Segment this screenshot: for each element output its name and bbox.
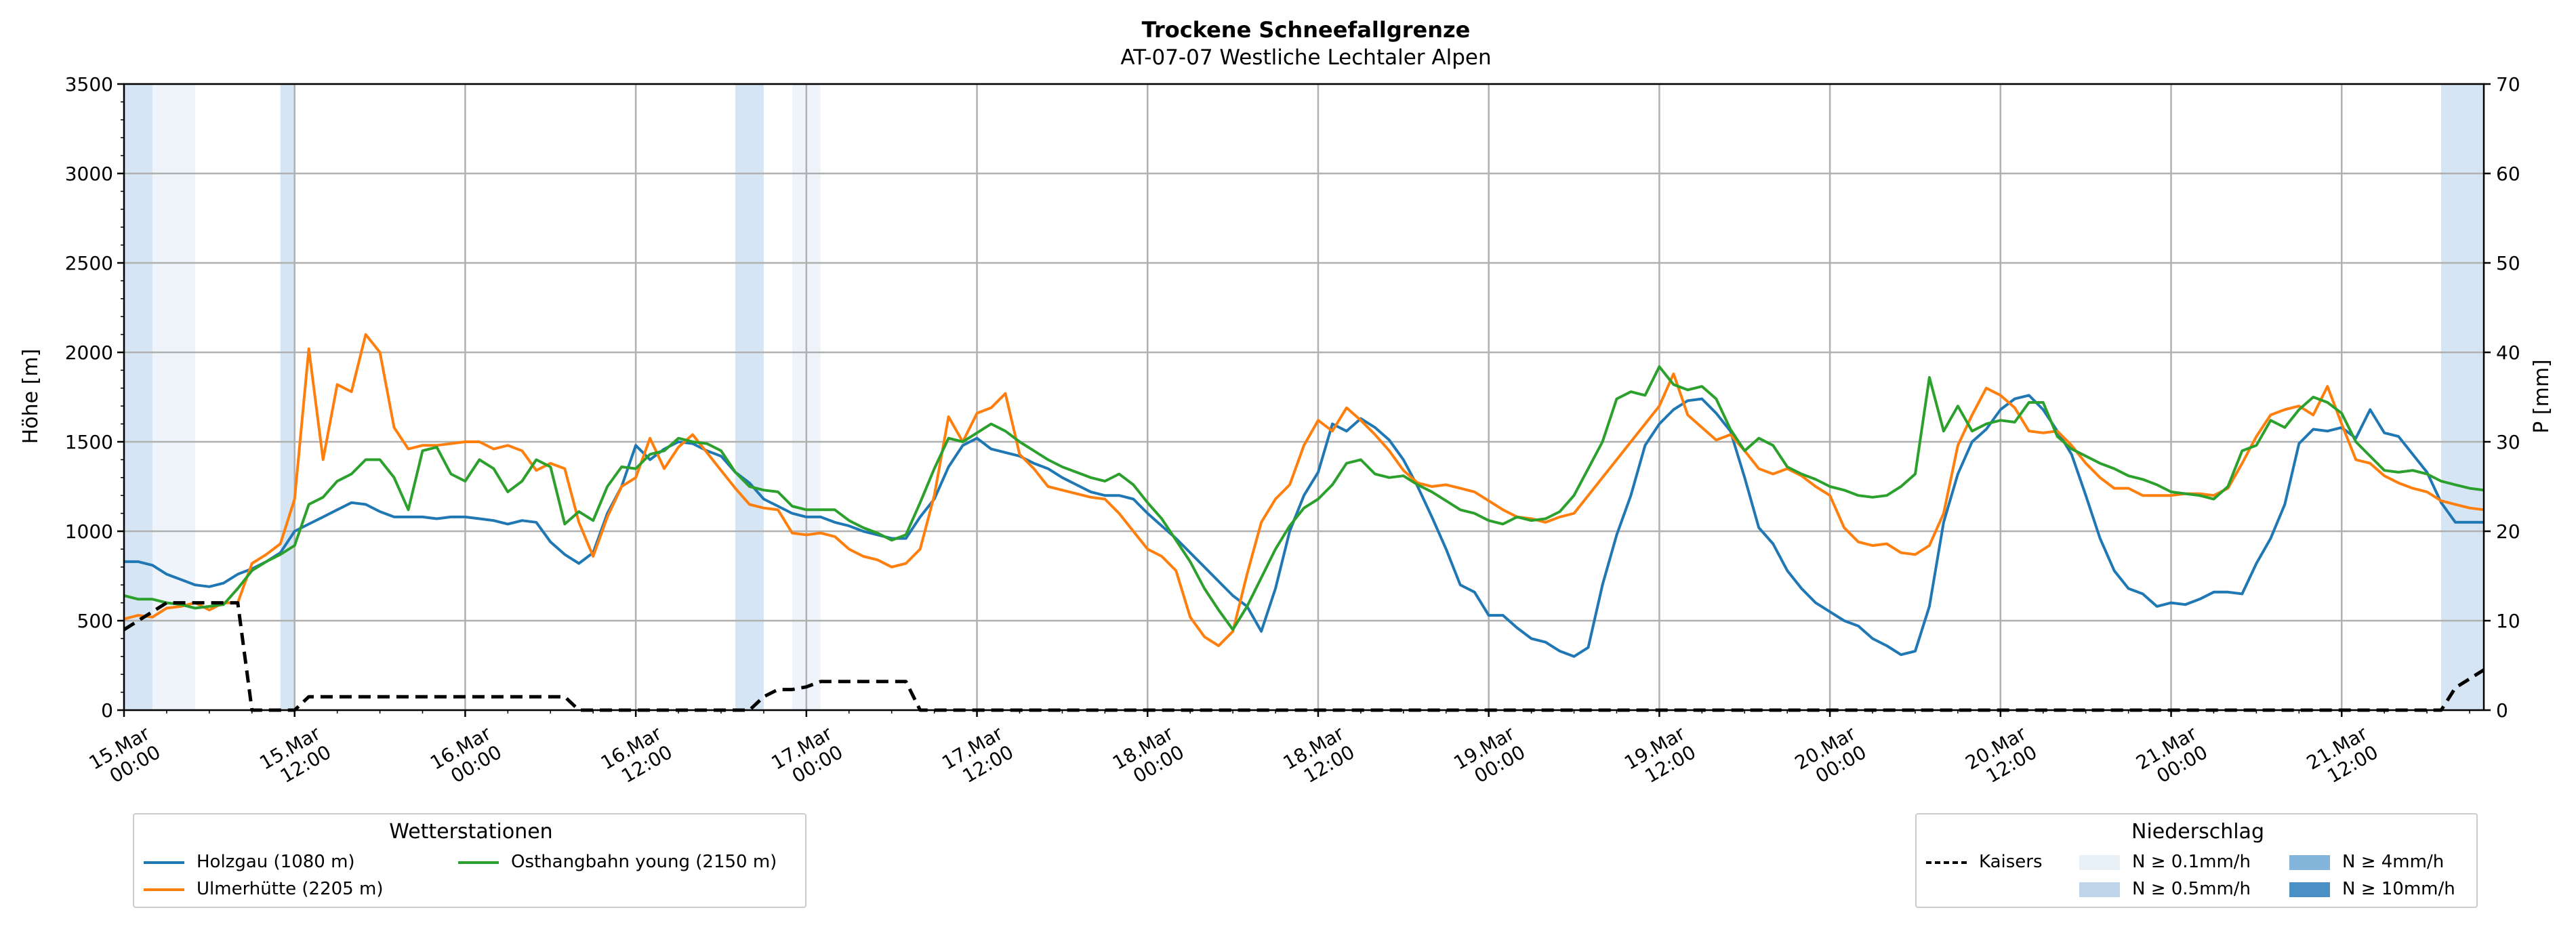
- series-line-1: [123, 333, 2485, 647]
- legend-label-n10: N ≥ 10mm/h: [2342, 879, 2455, 899]
- precip-band: [280, 84, 295, 710]
- legend-swatch-osthangbahn: [458, 861, 499, 864]
- legend-entry-n10: N ≥ 10mm/h: [2289, 879, 2455, 899]
- chart-title: Trockene Schneefallgrenze: [1142, 17, 1471, 43]
- y2-tick-label: 50: [2496, 252, 2520, 274]
- precip-legend-title: Niederschlag: [2131, 820, 2264, 844]
- plot-frame: [123, 83, 2485, 711]
- legend-entry-n4: N ≥ 4mm/h: [2289, 852, 2444, 872]
- legend-swatch-ulmerhuette: [144, 888, 184, 891]
- y-tick-label: 0: [101, 699, 113, 722]
- y-axis-label: Höhe [m]: [19, 349, 43, 445]
- y-tick-label: 2000: [65, 342, 113, 364]
- legend-label-kaisers: Kaisers: [1979, 852, 2043, 872]
- y2-tick-label: 40: [2496, 342, 2520, 364]
- legend-entry-n01: N ≥ 0.1mm/h: [2079, 852, 2251, 872]
- legend-swatch-n4: [2289, 854, 2330, 870]
- precip-legend: Niederschlag Kaisers N ≥ 0.1mm/h N ≥ 0.5…: [1915, 813, 2478, 908]
- legend-label-n4: N ≥ 4mm/h: [2342, 852, 2445, 872]
- y-tick-label: 3500: [65, 73, 113, 96]
- y-tick-label: 500: [77, 610, 113, 632]
- y2-tick-label: 20: [2496, 520, 2520, 543]
- precip-bands: [124, 84, 2484, 710]
- grid: [123, 83, 2484, 711]
- y2-axis-label: P [mm]: [2530, 359, 2554, 433]
- y2-tick-label: 60: [2496, 163, 2520, 185]
- y-tick-label: 3000: [65, 163, 113, 185]
- chart-subtitle: AT-07-07 Westliche Lechtaler Alpen: [1120, 45, 1491, 70]
- legend-swatch-n01: [2079, 854, 2120, 870]
- legend-entry-n05: N ≥ 0.5mm/h: [2079, 879, 2251, 899]
- y-tick-label: 2500: [65, 252, 113, 274]
- legend-entry-ulmerhuette: Ulmerhütte (2205 m): [144, 879, 383, 899]
- y-tick-label: 1500: [65, 431, 113, 453]
- legend-swatch-holzgau: [144, 861, 184, 864]
- legend-label-n01: N ≥ 0.1mm/h: [2132, 852, 2251, 872]
- y2-tick-label: 10: [2496, 610, 2520, 632]
- series-line-2: [123, 365, 2485, 632]
- stations-legend-title: Wetterstationen: [389, 820, 553, 844]
- stations-legend: Wetterstationen Holzgau (1080 m) Ulmerhü…: [133, 813, 806, 908]
- y2-tick-label: 70: [2496, 73, 2520, 96]
- series-line-0: [124, 394, 2484, 658]
- legend-swatch-n05: [2079, 882, 2120, 897]
- precip-band: [152, 84, 195, 710]
- precip-band: [2441, 84, 2484, 710]
- legend-label-n05: N ≥ 0.5mm/h: [2132, 879, 2251, 899]
- series-lines: [123, 333, 2485, 712]
- legend-swatch-kaisers: [1926, 861, 1967, 864]
- legend-entry-kaisers: Kaisers: [1926, 852, 2043, 872]
- legend-label-ulmerhuette: Ulmerhütte (2205 m): [197, 879, 384, 899]
- legend-entry-osthangbahn: Osthangbahn young (2150 m): [458, 852, 777, 872]
- y2-tick-label: 30: [2496, 431, 2520, 453]
- legend-entry-holzgau: Holzgau (1080 m): [144, 852, 355, 872]
- legend-label-osthangbahn: Osthangbahn young (2150 m): [511, 852, 777, 872]
- y-tick-label: 1000: [65, 520, 113, 543]
- legend-label-holzgau: Holzgau (1080 m): [197, 852, 355, 872]
- axes: 0 500 1000 1500 2000 2500 3000 3500 0 10 20 30 40 50 6…: [65, 73, 2520, 787]
- y2-tick-label: 0: [2496, 699, 2508, 722]
- precip-band: [124, 84, 152, 710]
- series-line-3: [123, 601, 2485, 712]
- snowfall-chart: Trockene Schneefallgrenze AT-07-07 Westl…: [19, 17, 2554, 787]
- legend-swatch-n10: [2289, 882, 2330, 897]
- precip-band: [735, 84, 764, 710]
